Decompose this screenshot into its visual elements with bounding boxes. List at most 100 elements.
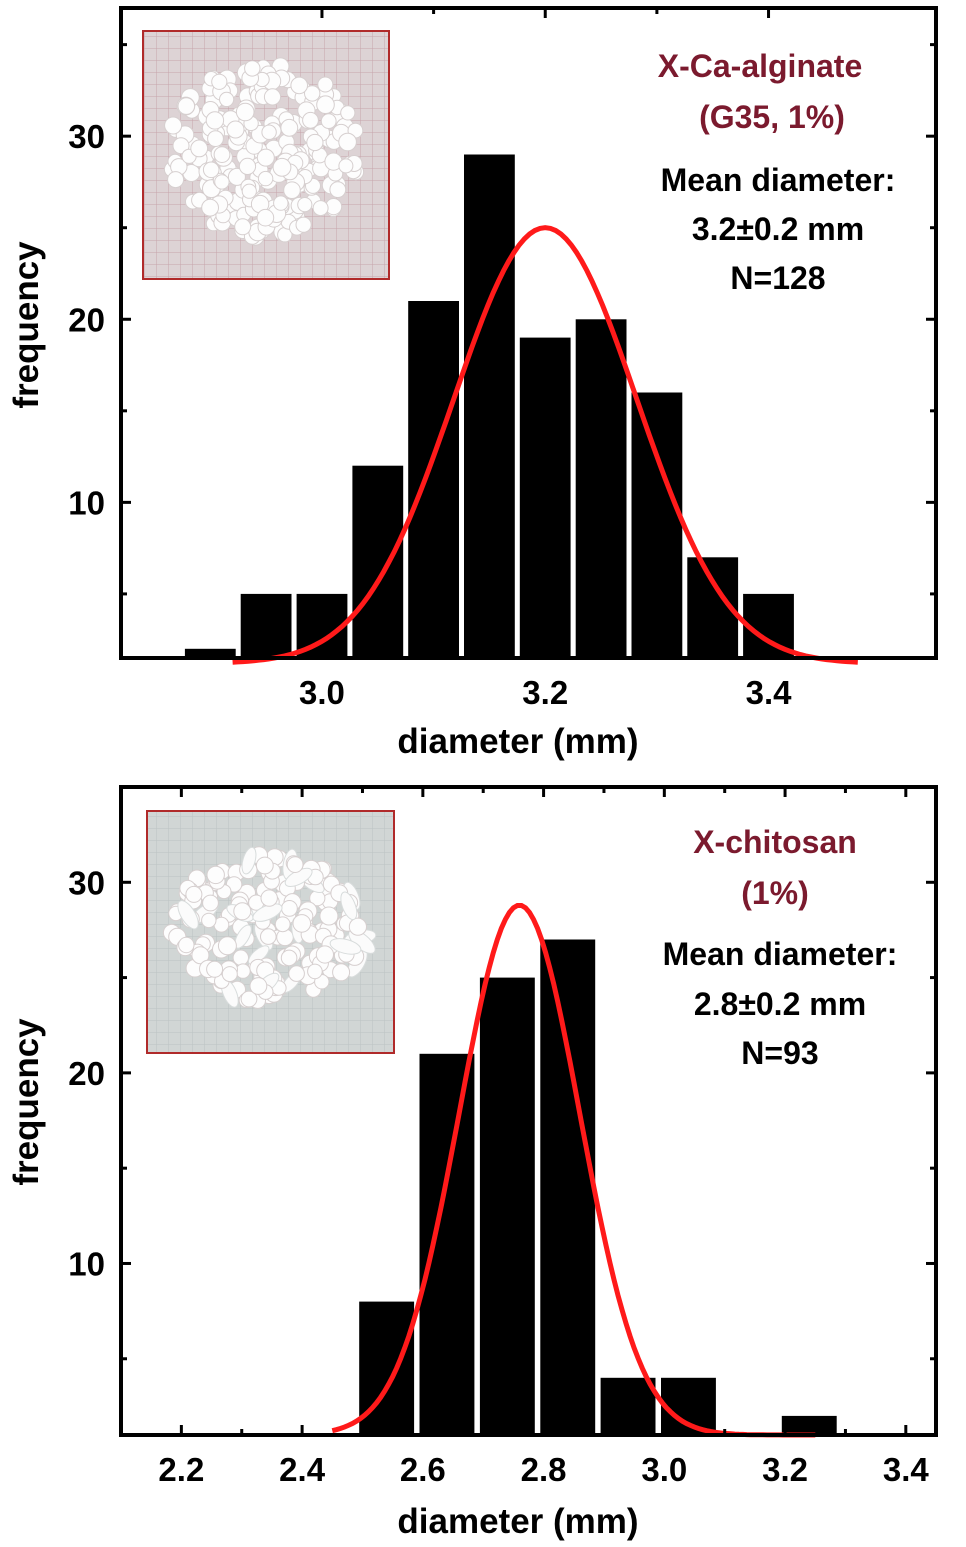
bead bbox=[281, 900, 298, 917]
annotation-mean-value-chitosan: 2.8±0.2 mm bbox=[694, 986, 866, 1022]
bead bbox=[348, 917, 367, 936]
bead bbox=[234, 218, 252, 236]
y-tick-label: 10 bbox=[68, 1245, 105, 1282]
bead bbox=[263, 88, 282, 106]
bar bbox=[600, 1377, 656, 1435]
bar bbox=[540, 939, 596, 1435]
bars-chitosan bbox=[359, 939, 837, 1435]
bead bbox=[274, 916, 291, 933]
y-tick-label: 10 bbox=[68, 484, 105, 521]
bead bbox=[226, 120, 245, 139]
x-ticks-alginate: 3.0 3.2 3.4 bbox=[299, 8, 792, 711]
bar bbox=[479, 977, 535, 1435]
bead bbox=[338, 158, 354, 174]
annotation-title-line2-alginate: (G35, 1%) bbox=[699, 99, 845, 135]
bead bbox=[190, 139, 209, 158]
bead bbox=[297, 197, 313, 213]
bead bbox=[221, 966, 238, 983]
bar bbox=[352, 465, 404, 658]
bead bbox=[288, 965, 305, 982]
bead bbox=[164, 116, 183, 135]
bar bbox=[631, 392, 683, 658]
bead bbox=[191, 946, 210, 965]
bead bbox=[306, 133, 324, 152]
bead bbox=[232, 949, 250, 966]
plot-frame-chitosan bbox=[119, 785, 938, 1437]
bead bbox=[206, 960, 224, 978]
bar bbox=[519, 337, 571, 658]
bead bbox=[316, 95, 335, 114]
bead bbox=[260, 928, 277, 945]
bead bbox=[256, 208, 275, 227]
bead bbox=[312, 200, 329, 217]
bead bbox=[201, 198, 220, 217]
bead bbox=[217, 936, 237, 956]
bead bbox=[207, 130, 224, 148]
bead bbox=[211, 73, 228, 90]
bead bbox=[201, 912, 217, 929]
x-tick-label: 3.0 bbox=[299, 674, 345, 711]
bead bbox=[280, 949, 298, 967]
annotation-n-chitosan: N=93 bbox=[741, 1035, 818, 1071]
x-tick-label: 3.2 bbox=[762, 1451, 808, 1488]
annotation-title-line1-chitosan: X-chitosan bbox=[693, 824, 857, 860]
x-axis-label-chitosan: diameter (mm) bbox=[397, 1502, 638, 1541]
bead bbox=[256, 148, 275, 167]
bead bbox=[273, 195, 289, 211]
bead bbox=[307, 963, 323, 980]
bead bbox=[315, 945, 334, 964]
y-tick-label: 20 bbox=[68, 1055, 105, 1092]
bead bbox=[260, 889, 278, 907]
y-tick-label: 30 bbox=[68, 864, 105, 901]
bead bbox=[317, 76, 334, 93]
bead bbox=[241, 183, 257, 199]
bead bbox=[206, 865, 225, 885]
x-tick-label: 3.0 bbox=[641, 1451, 687, 1488]
bead bbox=[202, 894, 219, 912]
inset-photo-alginate bbox=[142, 30, 390, 280]
bead bbox=[252, 903, 283, 922]
bead bbox=[292, 914, 312, 933]
chart-panel-chitosan: 2.2 2.4 2.6 2.8 3.0 3.2 3.4 10 20 30 diameter (m… bbox=[7, 785, 938, 1541]
annotation-mean-label-alginate: Mean diameter: bbox=[661, 162, 896, 198]
bead bbox=[214, 174, 230, 190]
bead bbox=[167, 171, 185, 189]
bar bbox=[419, 1053, 475, 1435]
inset-photo-chitosan bbox=[146, 810, 395, 1054]
bead bbox=[235, 963, 251, 979]
bead bbox=[255, 856, 274, 875]
y-axis-label-alginate: frequency bbox=[7, 241, 46, 409]
bead bbox=[172, 137, 190, 155]
x-tick-label: 2.4 bbox=[279, 1451, 326, 1488]
x-tick-label: 3.2 bbox=[522, 674, 568, 711]
bead bbox=[178, 936, 195, 954]
bead bbox=[233, 902, 252, 921]
y-ticks-chitosan: 10 20 30 bbox=[68, 864, 936, 1361]
bead bbox=[272, 157, 292, 177]
plot-frame-alginate bbox=[119, 6, 938, 660]
annotation-title-line2-chitosan: (1%) bbox=[741, 875, 809, 911]
bead bbox=[238, 157, 257, 175]
bead bbox=[290, 76, 309, 95]
bar bbox=[184, 648, 236, 658]
bead bbox=[261, 124, 277, 140]
bead bbox=[283, 181, 301, 199]
bead bbox=[202, 161, 220, 179]
x-tick-label: 2.2 bbox=[158, 1451, 204, 1488]
bead bbox=[235, 102, 255, 122]
bar bbox=[781, 1415, 837, 1435]
bead bbox=[244, 60, 261, 77]
bar bbox=[240, 593, 292, 658]
bead bbox=[227, 167, 246, 186]
bead bbox=[338, 132, 357, 152]
y-ticks-alginate: 10 20 30 bbox=[68, 43, 936, 596]
bead bbox=[286, 856, 304, 873]
bead bbox=[340, 105, 356, 121]
y-tick-label: 30 bbox=[68, 118, 105, 155]
bead bbox=[205, 111, 225, 130]
bead bbox=[304, 85, 321, 102]
bead bbox=[329, 938, 362, 955]
x-axis-label-alginate: diameter (mm) bbox=[397, 722, 638, 761]
x-tick-label: 3.4 bbox=[883, 1451, 930, 1488]
